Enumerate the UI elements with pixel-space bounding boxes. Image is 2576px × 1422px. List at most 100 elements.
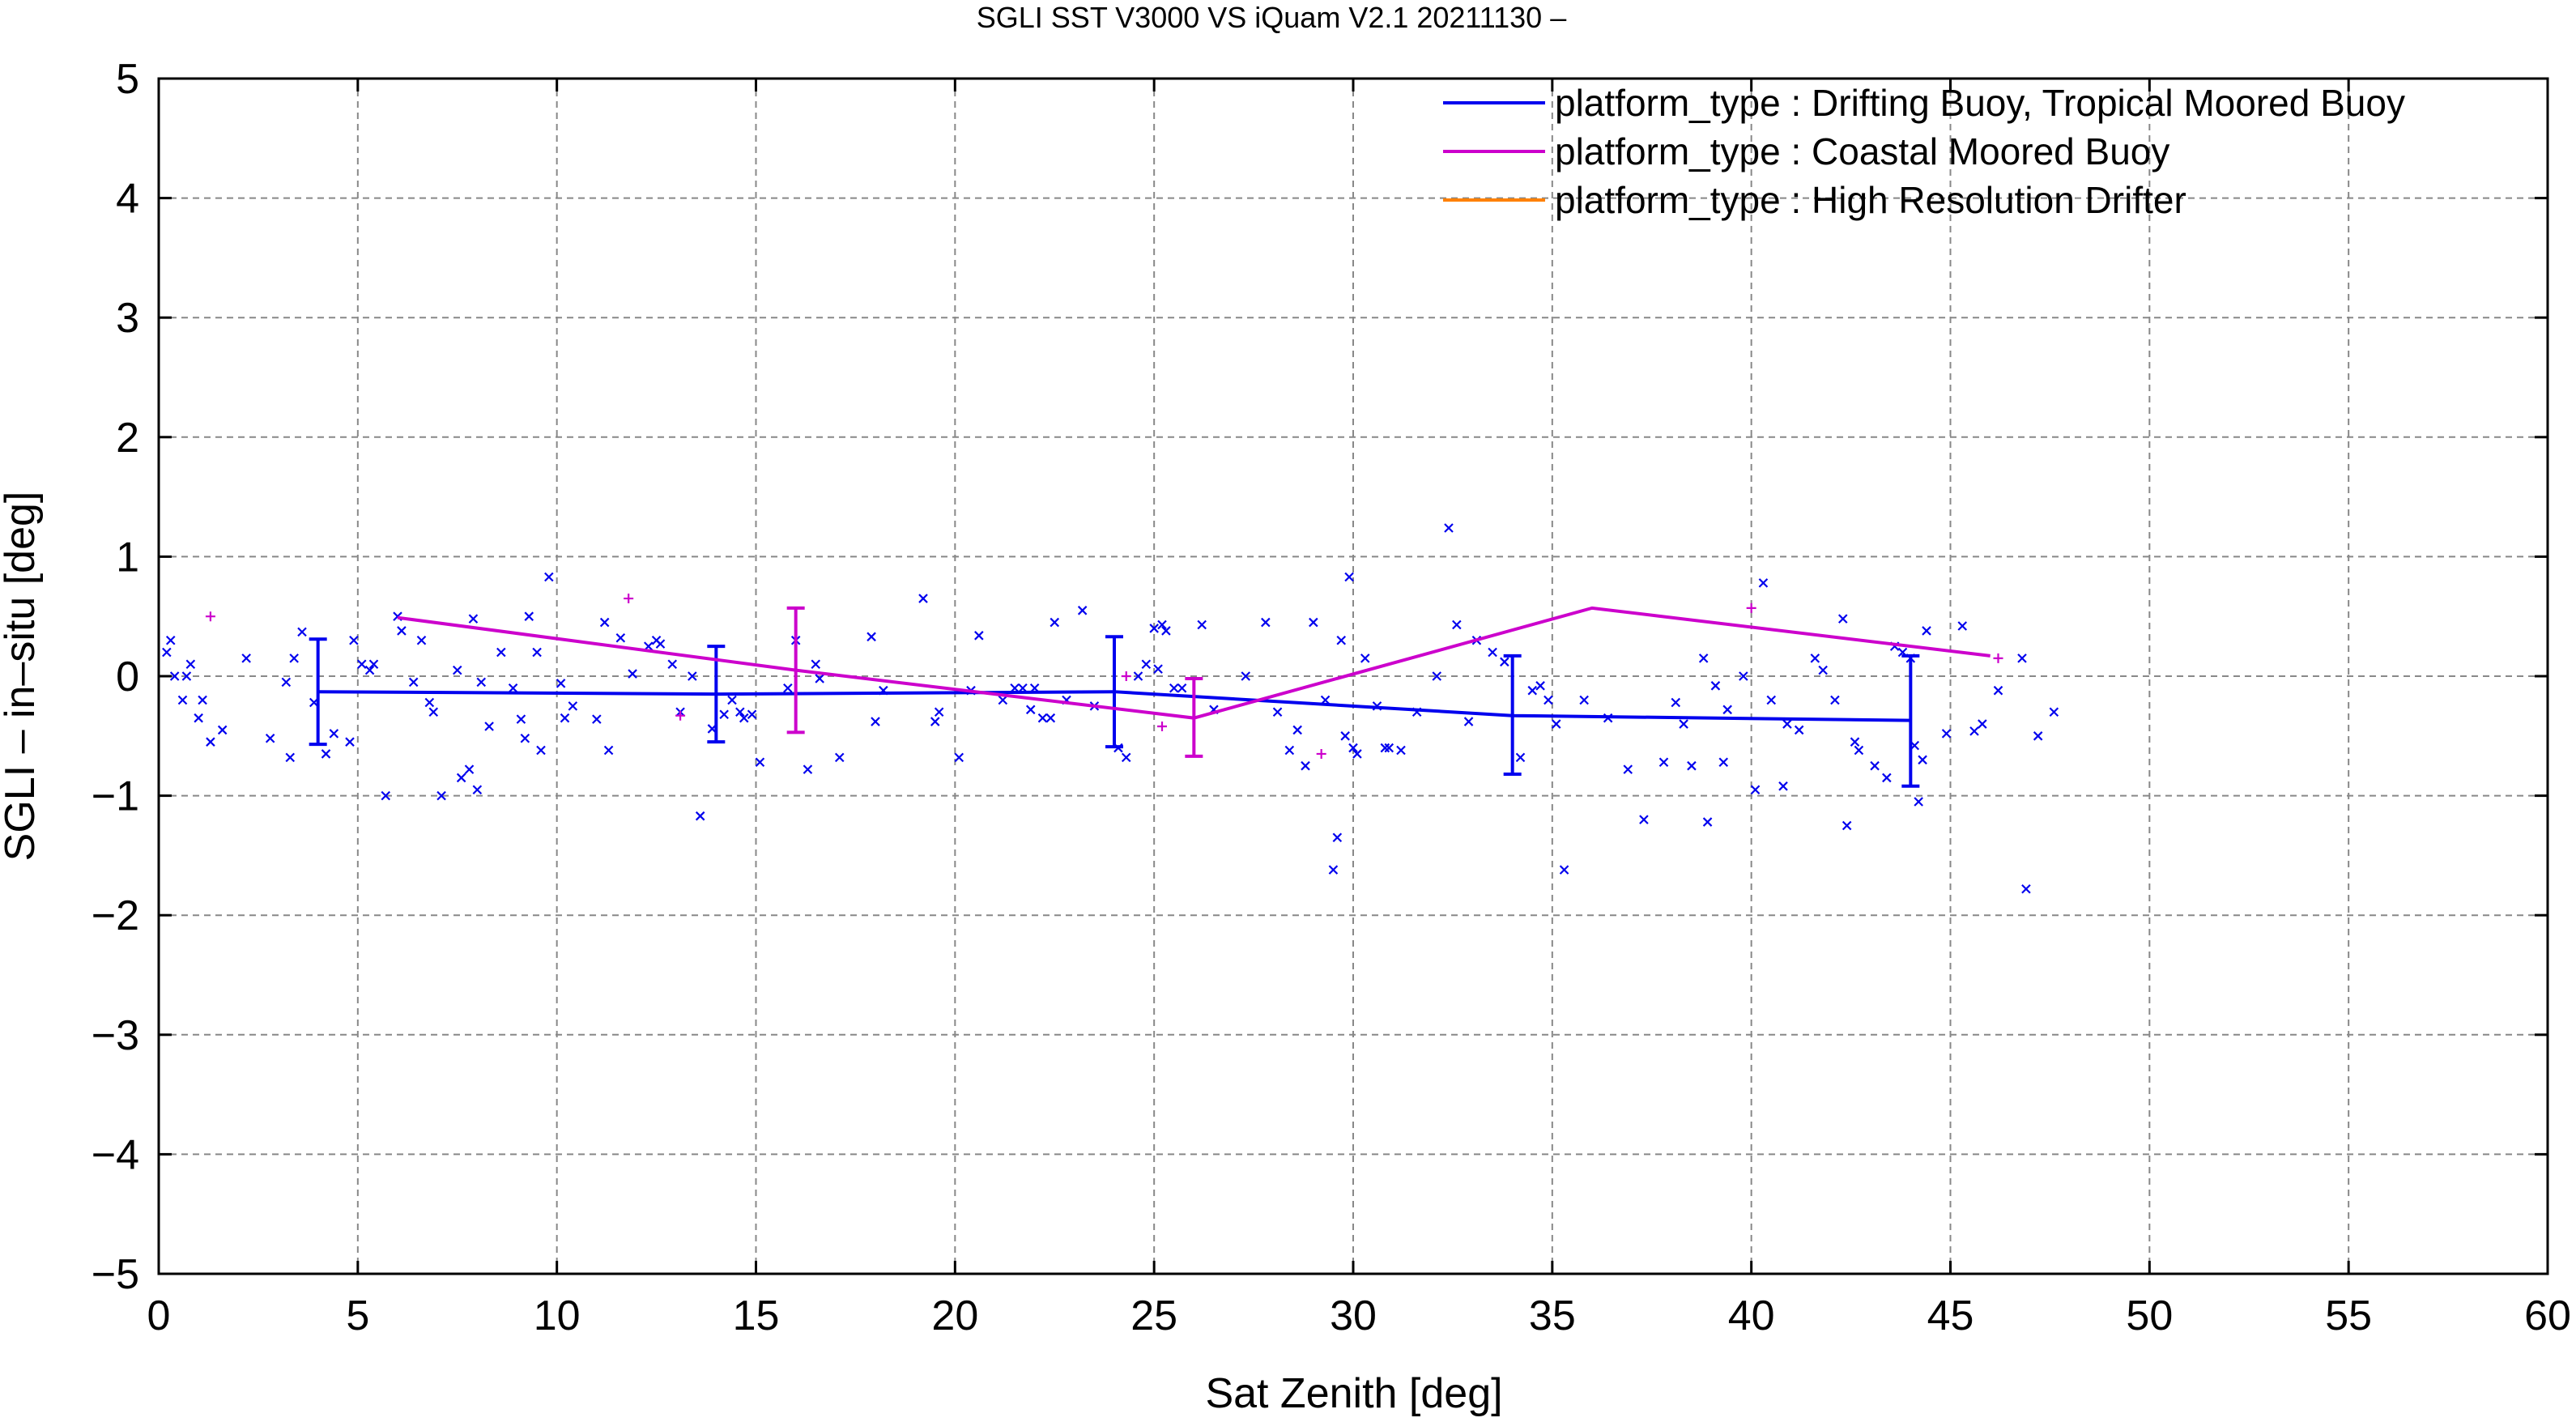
data-point-cross	[484, 722, 494, 731]
data-point-cross	[1957, 621, 1968, 631]
data-point-cross	[1177, 683, 1187, 693]
y-tick-label: −2	[92, 892, 139, 939]
data-point-cross	[2017, 654, 2027, 663]
y-tick-label: −4	[92, 1131, 139, 1178]
data-point-cross	[397, 626, 407, 636]
data-point-cross	[1794, 725, 1804, 735]
data-point-cross	[206, 737, 215, 747]
data-point-cross	[1161, 626, 1171, 636]
data-point-cross	[544, 572, 554, 582]
y-tick-label: −5	[92, 1251, 139, 1298]
data-point-cross	[1918, 755, 1927, 765]
data-point-cross	[241, 654, 251, 663]
data-point-cross	[1309, 617, 1318, 628]
data-point-plus	[205, 611, 215, 622]
data-point-cross	[1121, 752, 1131, 763]
data-point-cross	[1687, 760, 1697, 771]
data-point-cross	[834, 752, 845, 763]
data-point-cross	[1488, 647, 1497, 658]
data-point-cross	[815, 674, 824, 683]
data-point-cross	[1261, 617, 1271, 628]
y-tick-label: 0	[116, 654, 139, 700]
data-point-cross	[1328, 865, 1339, 875]
data-point-cross	[345, 737, 355, 747]
data-point-cross	[2033, 731, 2043, 741]
y-tick-label: 3	[116, 295, 139, 342]
data-point-cross	[349, 635, 359, 645]
data-point-plus	[1746, 602, 1756, 613]
legend: platform_type : Drifting Buoy, Tropical …	[1443, 82, 2405, 221]
x-tick-label: 50	[2126, 1292, 2173, 1339]
data-point-cross	[165, 635, 176, 645]
data-point-plus	[1157, 721, 1167, 731]
data-point-cross	[368, 659, 379, 670]
data-point-cross	[198, 695, 207, 705]
data-point-plus	[1316, 748, 1326, 759]
data-point-cross	[1750, 785, 1761, 794]
data-point-cross	[1077, 606, 1088, 615]
data-point-cross	[1978, 719, 1987, 729]
data-point-cross	[1432, 671, 1442, 681]
data-point-cross	[1710, 681, 1721, 691]
data-point-cross	[1292, 725, 1302, 735]
y-tick-label: 1	[116, 534, 139, 581]
data-point-cross	[1778, 781, 1788, 791]
data-point-cross	[1702, 817, 1713, 827]
data-point-cross	[655, 639, 666, 649]
data-point-cross	[1842, 820, 1852, 831]
data-point-cross	[520, 733, 530, 743]
data-point-cross	[536, 745, 546, 756]
x-tick-label: 5	[346, 1292, 369, 1339]
data-point-cross	[998, 695, 1008, 705]
data-point-cross	[436, 790, 446, 801]
data-point-cross	[803, 764, 813, 774]
data-point-cross	[181, 671, 192, 681]
data-point-cross	[1463, 717, 1474, 726]
data-point-cross	[1639, 815, 1649, 824]
data-point-plus	[1121, 671, 1131, 681]
data-point-cross	[1543, 695, 1553, 705]
data-point-cross	[508, 683, 518, 693]
data-point-cross	[755, 757, 765, 768]
data-point-cross	[416, 635, 427, 645]
data-point-plus	[675, 710, 686, 721]
data-point-cross	[1149, 624, 1159, 633]
data-point-cross	[667, 659, 678, 670]
data-point-cross	[1993, 685, 2003, 696]
data-point-cross	[1527, 685, 1538, 696]
data-point-cross	[1679, 719, 1688, 729]
x-tick-label: 35	[1529, 1292, 1576, 1339]
y-tick-label: 4	[116, 176, 139, 223]
data-point-cross	[356, 659, 367, 670]
x-tick-label: 40	[1728, 1292, 1775, 1339]
data-point-cross	[1444, 523, 1454, 533]
data-point-cross	[1197, 619, 1207, 630]
x-tick-label: 10	[534, 1292, 581, 1339]
data-point-cross	[1623, 764, 1633, 774]
data-point-cross	[321, 749, 331, 759]
data-point-cross	[1698, 654, 1709, 663]
data-point-cross	[1360, 654, 1370, 663]
data-point-cross	[289, 654, 299, 663]
data-point-cross	[177, 695, 188, 705]
data-point-cross	[615, 632, 626, 643]
data-point-cross	[265, 733, 275, 743]
data-point-cross	[1739, 671, 1748, 681]
data-point-cross	[217, 725, 228, 735]
data-point-cross	[1882, 773, 1892, 783]
data-point-cross	[496, 647, 506, 658]
y-tick-label: −1	[92, 773, 139, 820]
data-point-cross	[1515, 752, 1526, 763]
data-point-cross	[1050, 617, 1060, 628]
data-point-cross	[918, 594, 928, 603]
data-point-cross	[194, 713, 203, 723]
data-point-cross	[1671, 697, 1681, 708]
data-point-cross	[472, 785, 483, 794]
x-tick-label: 15	[733, 1292, 780, 1339]
data-point-cross	[1810, 654, 1820, 663]
y-axis-label: SGLI – in–situ [deg]	[0, 492, 44, 862]
data-point-cross	[1579, 695, 1589, 705]
data-point-cross	[169, 671, 180, 681]
